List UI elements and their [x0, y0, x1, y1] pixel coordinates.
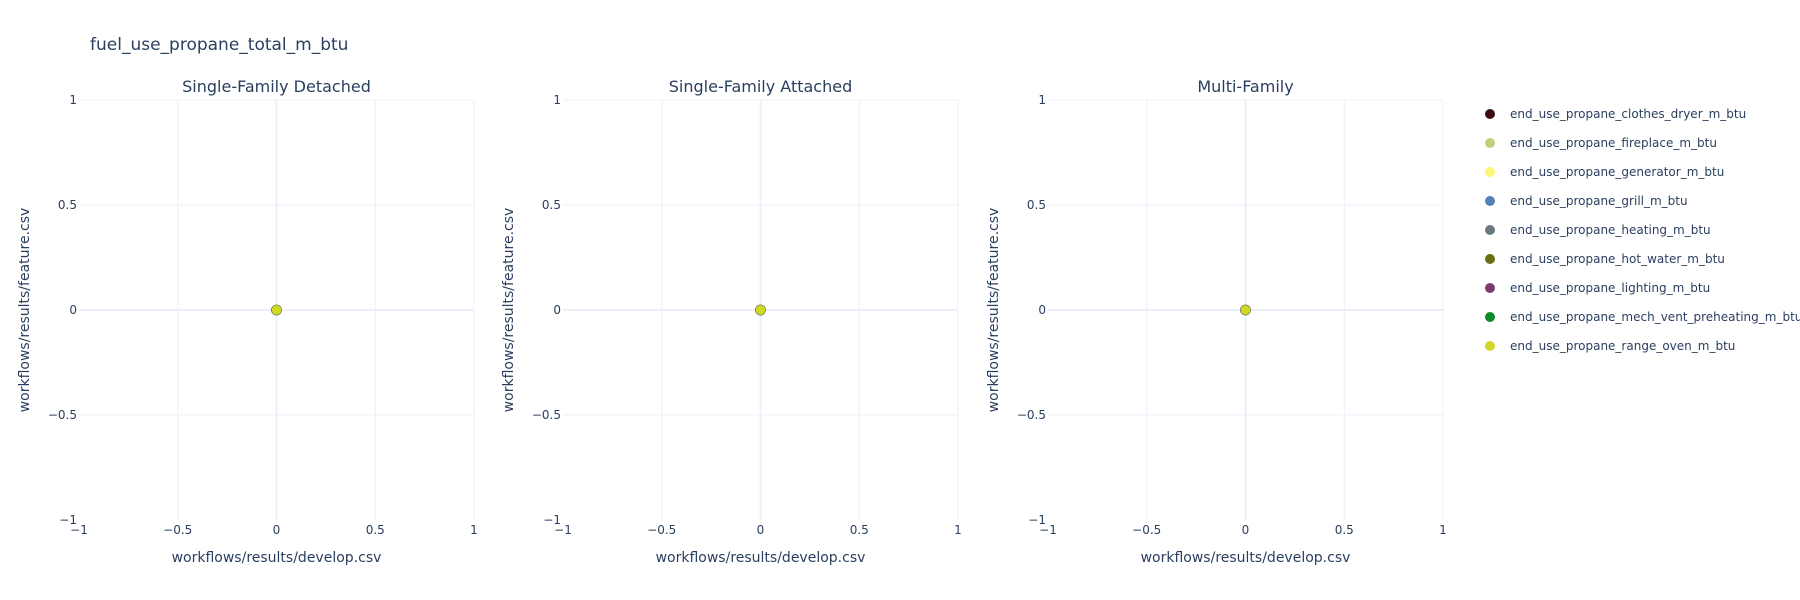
- data-point[interactable]: [1240, 304, 1251, 316]
- x-tick-label: −0.5: [647, 523, 676, 537]
- legend-label: end_use_propane_range_oven_m_btu: [1510, 339, 1735, 353]
- x-tick-label: 1: [954, 523, 962, 537]
- x-tick-label: 0.5: [850, 523, 869, 537]
- data-point[interactable]: [271, 304, 282, 316]
- y-tick-label: 0: [553, 303, 561, 317]
- y-tick-label: −1: [543, 513, 561, 527]
- y-tick-label: −1: [1028, 513, 1046, 527]
- x-tick-label: 0.5: [366, 523, 385, 537]
- x-tick-label: 0: [273, 523, 281, 537]
- legend-item[interactable]: end_use_propane_range_oven_m_btu: [1485, 339, 1735, 353]
- figure-title: fuel_use_propane_total_m_btu: [90, 35, 348, 55]
- subplot-2: Single-Family Attached −1 −0.5 0 0.5 1 −1 −0.5 0…: [501, 77, 962, 566]
- legend-marker: [1485, 254, 1495, 264]
- legend-label: end_use_propane_grill_m_btu: [1510, 194, 1688, 208]
- legend-item[interactable]: end_use_propane_mech_vent_preheating_m_b…: [1485, 310, 1800, 324]
- x-axis-title: workflows/results/develop.csv: [172, 550, 382, 566]
- y-tick-label: 0: [69, 303, 77, 317]
- legend-item[interactable]: end_use_propane_generator_m_btu: [1485, 165, 1724, 179]
- x-axis-title: workflows/results/develop.csv: [656, 550, 866, 566]
- x-tick-label: 0: [757, 523, 765, 537]
- x-tick-label: −1: [70, 523, 88, 537]
- x-tick-label: 1: [470, 523, 478, 537]
- y-tick-label: 0.5: [542, 198, 561, 212]
- legend-marker: [1485, 312, 1495, 322]
- legend-marker: [1485, 283, 1495, 293]
- legend-label: end_use_propane_generator_m_btu: [1510, 165, 1724, 179]
- legend-marker: [1485, 109, 1495, 119]
- subplot-title: Single-Family Detached: [182, 77, 371, 96]
- x-tick-label: −0.5: [163, 523, 192, 537]
- legend-marker: [1485, 341, 1495, 351]
- y-tick-label: 0.5: [58, 198, 77, 212]
- y-tick-label: 1: [553, 93, 561, 107]
- y-axis-title: workflows/results/feature.csv: [986, 208, 1002, 413]
- subplot-title: Single-Family Attached: [669, 77, 852, 96]
- y-tick-label: −1: [59, 513, 77, 527]
- y-tick-label: 0: [1038, 303, 1046, 317]
- legend-marker: [1485, 225, 1495, 235]
- subplot-1: Single-Family Detached −1 −0.5 0 0.5 1 −1 −0.5 0…: [17, 77, 478, 566]
- y-tick-label: 1: [69, 93, 77, 107]
- legend-marker: [1485, 167, 1495, 177]
- legend-marker: [1485, 138, 1495, 148]
- legend-label: end_use_propane_fireplace_m_btu: [1510, 136, 1717, 150]
- x-tick-label: −0.5: [1132, 523, 1161, 537]
- y-tick-label: 0.5: [1027, 198, 1046, 212]
- y-tick-label: −0.5: [1017, 408, 1046, 422]
- legend-item[interactable]: end_use_propane_heating_m_btu: [1485, 223, 1711, 237]
- legend-item[interactable]: end_use_propane_clothes_dryer_m_btu: [1485, 107, 1746, 121]
- subplots: Single-Family Detached −1 −0.5 0 0.5 1 −1 −0.5 0…: [17, 77, 1447, 566]
- x-tick-label: −1: [1039, 523, 1057, 537]
- x-tick-label: 0.5: [1335, 523, 1354, 537]
- legend-item[interactable]: end_use_propane_hot_water_m_btu: [1485, 252, 1725, 266]
- data-point[interactable]: [755, 304, 766, 316]
- legend-label: end_use_propane_clothes_dryer_m_btu: [1510, 107, 1746, 121]
- legend-label: end_use_propane_heating_m_btu: [1510, 223, 1711, 237]
- x-tick-label: −1: [554, 523, 572, 537]
- legend-label: end_use_propane_mech_vent_preheating_m_b…: [1510, 310, 1800, 324]
- y-tick-label: 1: [1038, 93, 1046, 107]
- legend-item[interactable]: end_use_propane_lighting_m_btu: [1485, 281, 1710, 295]
- y-tick-label: −0.5: [48, 408, 77, 422]
- x-axis-title: workflows/results/develop.csv: [1141, 550, 1351, 566]
- x-tick-label: 1: [1439, 523, 1447, 537]
- subplot-3: Multi-Family −1 −0.5 0 0.5 1 −1 −0.5 0 0.5 1 workfl…: [986, 77, 1447, 566]
- legend: end_use_propane_clothes_dryer_m_btu end_u…: [1485, 107, 1800, 353]
- legend-item[interactable]: end_use_propane_fireplace_m_btu: [1485, 136, 1717, 150]
- y-axis-title: workflows/results/feature.csv: [17, 208, 33, 413]
- legend-item[interactable]: end_use_propane_grill_m_btu: [1485, 194, 1688, 208]
- legend-label: end_use_propane_hot_water_m_btu: [1510, 252, 1725, 266]
- y-tick-label: −0.5: [532, 408, 561, 422]
- x-tick-label: 0: [1242, 523, 1250, 537]
- y-axis-title: workflows/results/feature.csv: [501, 208, 517, 413]
- legend-label: end_use_propane_lighting_m_btu: [1510, 281, 1710, 295]
- subplot-title: Multi-Family: [1197, 77, 1293, 96]
- legend-marker: [1485, 196, 1495, 206]
